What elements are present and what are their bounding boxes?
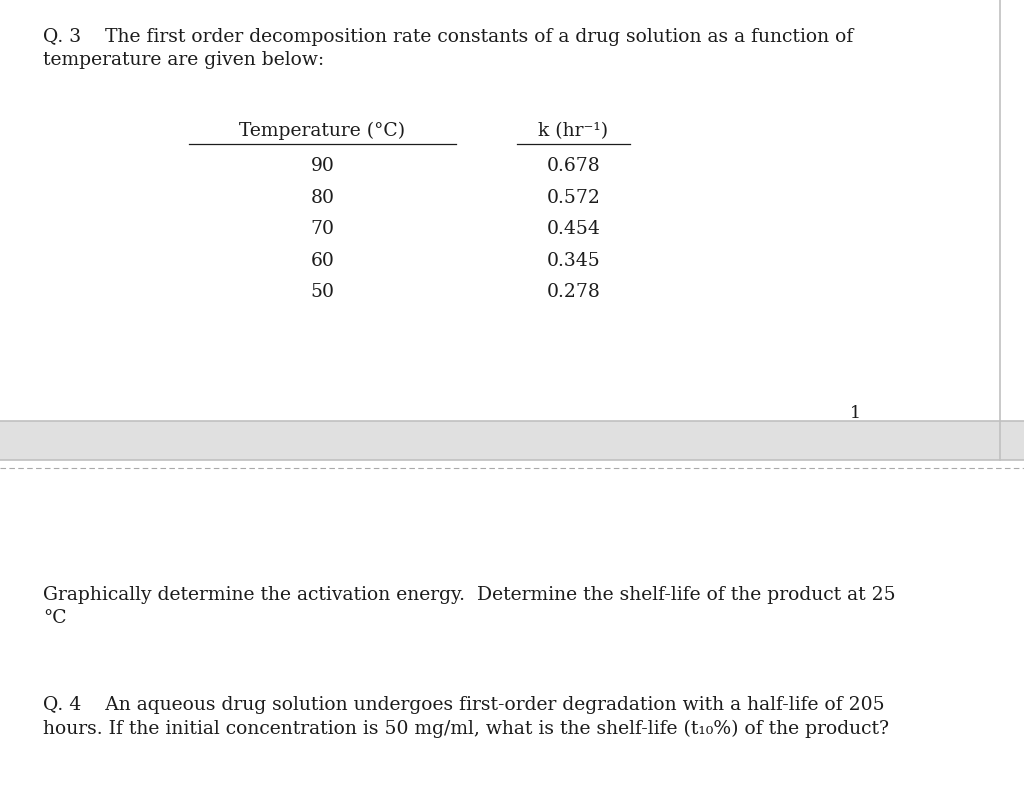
Bar [0,0,1024,421]
Text: 60: 60 [310,252,335,270]
Text: 90: 90 [310,157,335,175]
Text: 0.678: 0.678 [547,157,600,175]
Text: 80: 80 [310,189,335,207]
Text: 0.278: 0.278 [547,283,600,301]
Bar [0,421,1024,460]
Text: Graphically determine the activation energy.  Determine the shelf-life of the pr: Graphically determine the activation ene… [43,586,896,627]
Text: 1: 1 [850,405,860,422]
Text: Q. 3    The first order decomposition rate constants of a drug solution as a fun: Q. 3 The first order decomposition rate … [43,28,853,69]
Bar [0,460,1024,786]
Text: 0.454: 0.454 [547,220,600,238]
Text: Temperature (°C): Temperature (°C) [240,122,406,140]
Text: Q. 4    An aqueous drug solution undergoes first-order degradation with a half-l: Q. 4 An aqueous drug solution undergoes … [43,696,889,737]
Text: 0.572: 0.572 [547,189,600,207]
Text: 70: 70 [310,220,335,238]
Text: 50: 50 [310,283,335,301]
Text: k (hr⁻¹): k (hr⁻¹) [539,122,608,140]
Text: 0.345: 0.345 [547,252,600,270]
